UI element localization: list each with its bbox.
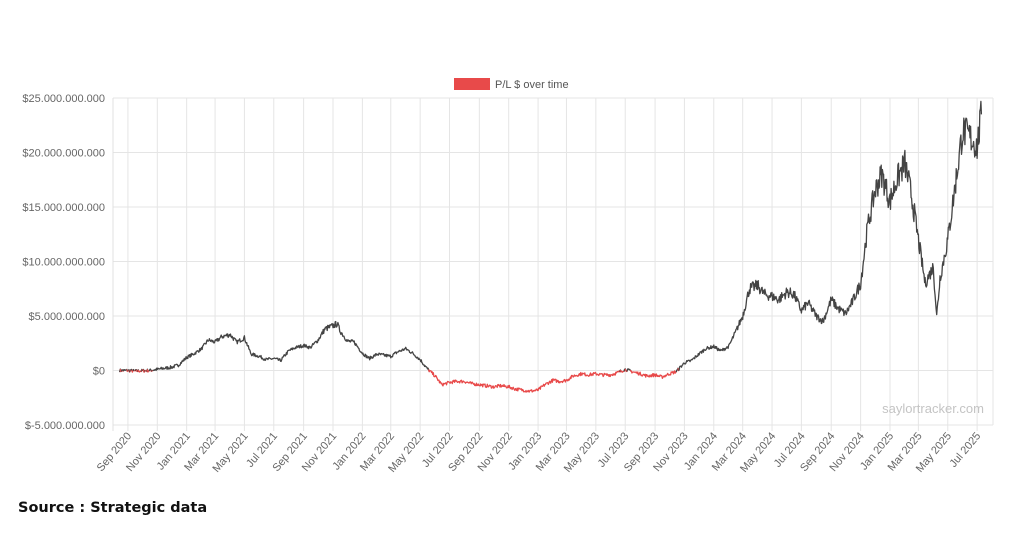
y-tick-label: $0 bbox=[93, 366, 105, 378]
pl-series bbox=[119, 100, 983, 393]
x-tick-label: Jul 2025 bbox=[947, 430, 983, 470]
legend-swatch bbox=[454, 78, 490, 90]
series-line-negative bbox=[619, 369, 626, 373]
series-line-positive bbox=[626, 368, 632, 372]
series-line-negative bbox=[629, 369, 678, 379]
y-axis-ticks: $25.000.000.000 $20.000.000.000 $15.000.00… bbox=[22, 93, 105, 432]
y-tick-label: $15.000.000.000 bbox=[22, 202, 105, 214]
y-tick-label: $10.000.000.000 bbox=[22, 257, 105, 269]
series-line-negative bbox=[427, 369, 622, 393]
series-line-positive bbox=[152, 320, 430, 372]
legend-label: P/L $ over time bbox=[495, 79, 569, 91]
chart-grid bbox=[112, 97, 994, 431]
chart-legend[interactable]: P/L $ over time bbox=[454, 78, 569, 91]
y-tick-label: $-5.000.000.000 bbox=[25, 420, 105, 432]
y-tick-label: $25.000.000.000 bbox=[22, 93, 105, 105]
watermark: saylortracker.com bbox=[882, 401, 984, 416]
source-caption: Source : Strategic data bbox=[18, 500, 208, 516]
y-tick-label: $20.000.000.000 bbox=[22, 148, 105, 160]
y-tick-label: $5.000.000.000 bbox=[29, 311, 105, 323]
series-line-positive bbox=[678, 100, 983, 371]
